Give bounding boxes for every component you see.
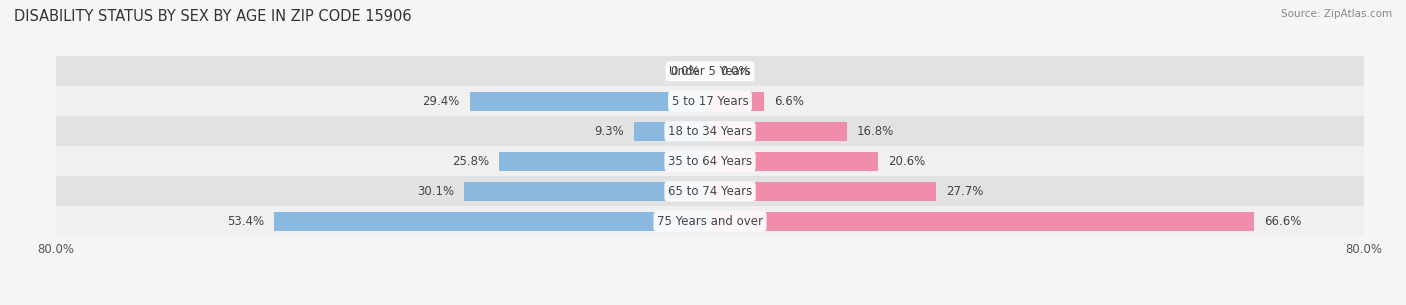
- Bar: [56, 176, 1364, 206]
- Text: Under 5 Years: Under 5 Years: [669, 65, 751, 78]
- Text: 6.6%: 6.6%: [773, 95, 804, 108]
- Text: 27.7%: 27.7%: [946, 185, 984, 198]
- Bar: [634, 122, 710, 141]
- Text: Source: ZipAtlas.com: Source: ZipAtlas.com: [1281, 9, 1392, 19]
- Text: DISABILITY STATUS BY SEX BY AGE IN ZIP CODE 15906: DISABILITY STATUS BY SEX BY AGE IN ZIP C…: [14, 9, 412, 24]
- Bar: [56, 206, 1364, 236]
- Bar: [464, 182, 710, 201]
- Text: 35 to 64 Years: 35 to 64 Years: [668, 155, 752, 168]
- Text: 20.6%: 20.6%: [889, 155, 925, 168]
- Bar: [499, 152, 710, 171]
- Text: 53.4%: 53.4%: [226, 215, 264, 228]
- Text: 18 to 34 Years: 18 to 34 Years: [668, 125, 752, 138]
- Bar: [710, 152, 879, 171]
- Text: 0.0%: 0.0%: [720, 65, 749, 78]
- Bar: [710, 182, 936, 201]
- Bar: [274, 212, 710, 231]
- Bar: [56, 56, 1364, 86]
- Text: 25.8%: 25.8%: [453, 155, 489, 168]
- Text: 66.6%: 66.6%: [1264, 215, 1302, 228]
- Text: 75 Years and over: 75 Years and over: [657, 215, 763, 228]
- Text: 65 to 74 Years: 65 to 74 Years: [668, 185, 752, 198]
- Bar: [710, 92, 763, 111]
- Bar: [710, 212, 1254, 231]
- Text: 16.8%: 16.8%: [858, 125, 894, 138]
- Text: 9.3%: 9.3%: [595, 125, 624, 138]
- Bar: [56, 117, 1364, 146]
- Text: 29.4%: 29.4%: [423, 95, 460, 108]
- Bar: [710, 122, 848, 141]
- Text: 30.1%: 30.1%: [418, 185, 454, 198]
- Bar: [470, 92, 710, 111]
- Bar: [56, 146, 1364, 176]
- Bar: [56, 86, 1364, 117]
- Text: 0.0%: 0.0%: [671, 65, 700, 78]
- Text: 5 to 17 Years: 5 to 17 Years: [672, 95, 748, 108]
